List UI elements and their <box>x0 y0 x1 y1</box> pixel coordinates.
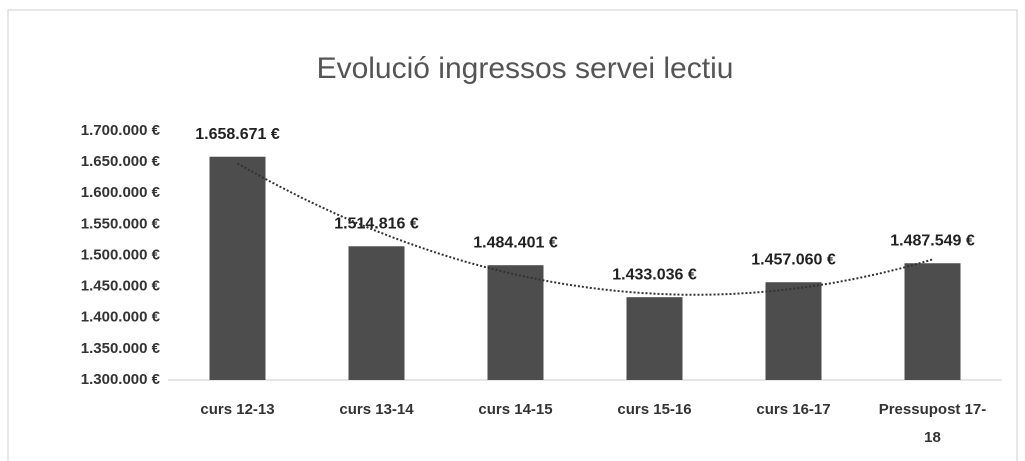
x-tick-label: curs 14-15 <box>478 401 553 418</box>
y-tick-label: 1.350.000 € <box>81 340 161 357</box>
bar <box>348 246 405 380</box>
value-label: 1.433.036 € <box>612 266 697 283</box>
y-tick-label: 1.500.000 € <box>81 246 161 263</box>
y-tick-label: 1.450.000 € <box>81 278 161 295</box>
chart-border <box>7 9 1018 461</box>
value-label: 1.514.816 € <box>334 215 419 232</box>
y-tick-label: 1.400.000 € <box>81 309 161 326</box>
trendline <box>236 162 933 296</box>
value-label: 1.658.671 € <box>195 126 280 143</box>
value-label: 1.457.060 € <box>751 251 836 268</box>
bar <box>765 282 822 380</box>
x-tick-label: curs 13-14 <box>339 401 414 418</box>
bar <box>487 265 544 380</box>
y-tick-label: 1.600.000 € <box>81 184 161 201</box>
bar <box>904 263 961 380</box>
y-tick-label: 1.650.000 € <box>81 153 161 170</box>
x-tick-label: Pressupost 17-18 <box>878 401 987 446</box>
bar <box>626 297 683 380</box>
bar <box>209 156 266 380</box>
y-tick-label: 1.550.000 € <box>81 215 161 232</box>
x-tick-label: curs 15-16 <box>617 401 692 418</box>
value-label: 1.484.401 € <box>473 234 558 251</box>
y-tick-label: 1.700.000 € <box>81 122 161 139</box>
chart-title: Evolució ingressos servei lectiu <box>317 52 734 85</box>
value-label: 1.487.549 € <box>890 232 975 249</box>
x-tick-label: curs 12-13 <box>200 401 275 418</box>
y-tick-label: 1.300.000 € <box>81 371 161 388</box>
x-tick-label: curs 16-17 <box>756 401 831 418</box>
